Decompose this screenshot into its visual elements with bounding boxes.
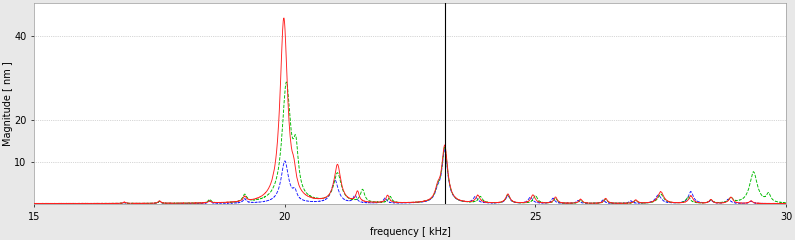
Y-axis label: Magnitude [ nm ]: Magnitude [ nm ]	[2, 61, 13, 146]
X-axis label: frequency [ kHz]: frequency [ kHz]	[370, 227, 451, 237]
